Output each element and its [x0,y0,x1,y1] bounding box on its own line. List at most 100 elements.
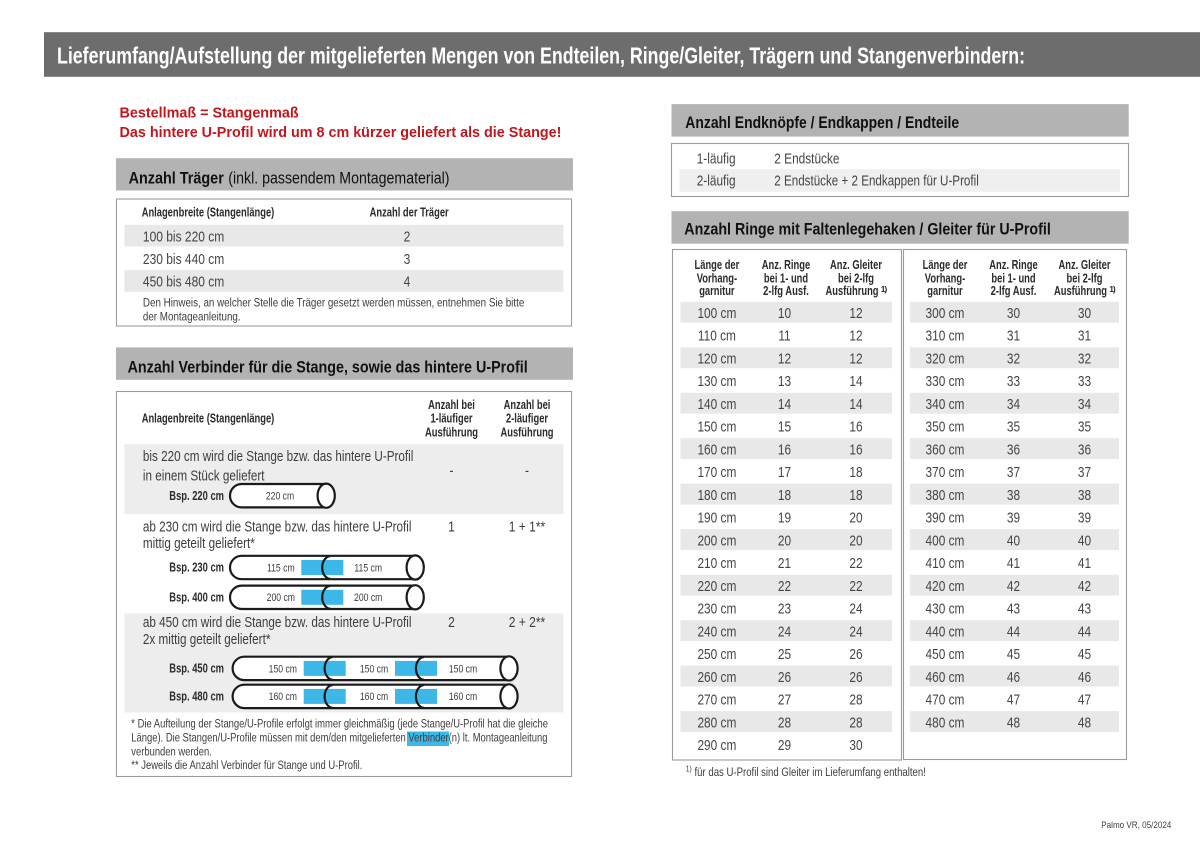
svg-text:340 cm: 340 cm [926,396,965,413]
svg-text:Anlagenbreite (Stangenlänge): Anlagenbreite (Stangenlänge) [142,204,275,219]
svg-text:24: 24 [778,623,791,640]
svg-text:40: 40 [1007,532,1020,549]
svg-text:Bsp. 230 cm: Bsp. 230 cm [169,561,224,575]
svg-text:26: 26 [849,646,862,663]
svg-text:380 cm: 380 cm [926,487,965,504]
svg-text:Anzahl Ringe mit Faltenlegehak: Anzahl Ringe mit Faltenlegehaken / Gleit… [684,220,1051,239]
svg-text:Das hintere U-Profil wird um 8: Das hintere U-Profil wird um 8 cm kürzer… [120,125,562,141]
svg-text:Anz. Gleiter: Anz. Gleiter [830,257,882,272]
svg-text:350 cm: 350 cm [926,419,965,436]
svg-text:37: 37 [1078,464,1091,481]
svg-text:12: 12 [778,351,791,368]
svg-text:180 cm: 180 cm [697,487,736,504]
svg-text:14: 14 [849,396,862,413]
svg-text:bei 2-lfg: bei 2-lfg [1067,270,1103,285]
svg-text:garnitur: garnitur [927,283,962,298]
svg-text:120 cm: 120 cm [697,351,736,368]
svg-text:Vorhang-: Vorhang- [697,270,737,285]
svg-text:370 cm: 370 cm [926,464,965,481]
svg-text:31: 31 [1007,328,1020,345]
svg-text:48: 48 [1007,714,1020,731]
svg-text:Anzahl bei: Anzahl bei [504,397,551,412]
svg-text:200 cm: 200 cm [697,532,736,549]
svg-text:3: 3 [404,251,411,268]
svg-text:Bsp. 220 cm: Bsp. 220 cm [169,489,224,503]
svg-text:Ausführung: Ausführung [826,283,879,298]
svg-text:35: 35 [1078,419,1091,436]
svg-text:390 cm: 390 cm [926,510,965,527]
svg-text:2-läufig: 2-läufig [697,173,736,190]
svg-text:mittig geteilt geliefert*: mittig geteilt geliefert* [143,535,255,552]
svg-text:240 cm: 240 cm [697,623,736,640]
svg-text:470 cm: 470 cm [926,692,965,709]
svg-text:35: 35 [1007,419,1020,436]
svg-text:32: 32 [1078,351,1091,368]
svg-text:44: 44 [1078,623,1091,640]
svg-text:320 cm: 320 cm [926,351,965,368]
svg-text:Ausführung: Ausführung [1054,283,1107,298]
svg-text:10: 10 [778,305,791,322]
svg-text:12: 12 [849,351,862,368]
svg-text:30: 30 [1078,305,1091,322]
svg-text:in einem Stück geliefert: in einem Stück geliefert [143,467,265,484]
svg-text:110 cm: 110 cm [698,328,736,345]
svg-text:16: 16 [849,441,862,458]
svg-text:42: 42 [1007,578,1020,595]
svg-text:43: 43 [1078,601,1091,618]
svg-text:12: 12 [849,328,862,345]
svg-text:160 cm: 160 cm [360,691,388,703]
svg-text:15: 15 [778,419,791,436]
svg-text:Lieferumfang/Aufstellung der m: Lieferumfang/Aufstellung der mitgeliefer… [57,42,1025,68]
svg-text:42: 42 [1078,578,1091,595]
svg-text:** Jeweils die Anzahl Verbinde: ** Jeweils die Anzahl Verbinder für Stan… [131,758,362,772]
svg-text:20: 20 [778,532,791,549]
svg-text:39: 39 [1078,510,1091,527]
svg-text:22: 22 [849,555,862,572]
svg-text:30: 30 [849,737,862,754]
svg-text:480 cm: 480 cm [926,714,965,731]
svg-text:160 cm: 160 cm [269,691,297,703]
svg-text:46: 46 [1007,669,1020,686]
svg-text:11: 11 [778,328,790,345]
svg-text:200 cm: 200 cm [354,592,382,604]
svg-text:Länge der: Länge der [923,257,968,272]
svg-text:2: 2 [404,228,411,245]
svg-text:Anz. Gleiter: Anz. Gleiter [1059,257,1111,272]
svg-text:47: 47 [1078,692,1091,709]
svg-text:ab 230 cm wird die Stange bzw.: ab 230 cm wird die Stange bzw. das hinte… [143,518,412,535]
svg-text:36: 36 [1007,441,1020,458]
svg-text:46: 46 [1078,669,1091,686]
svg-text:1): 1) [1109,284,1116,294]
svg-text:Den Hinweis, an welcher Stelle: Den Hinweis, an welcher Stelle die Träge… [143,296,525,310]
svg-text:Anz. Ringe: Anz. Ringe [762,257,810,272]
svg-text:23: 23 [778,601,791,618]
svg-text:17: 17 [778,464,791,481]
svg-text:bei 1- und: bei 1- und [991,270,1035,285]
svg-text:460 cm: 460 cm [926,669,965,686]
svg-text:20: 20 [849,532,862,549]
svg-text:Anzahl Verbinder für die Stang: Anzahl Verbinder für die Stange, sowie d… [128,358,528,377]
svg-text:37: 37 [1007,464,1020,481]
svg-text:450 cm: 450 cm [926,646,965,663]
svg-text:Bsp. 400 cm: Bsp. 400 cm [169,590,224,604]
svg-text:2-läufiger: 2-läufiger [506,411,548,426]
svg-text:29: 29 [778,737,791,754]
svg-text:Länge). Die Stangen/U-Profile: Länge). Die Stangen/U-Profile müssen mit… [131,731,547,745]
svg-text:200 cm: 200 cm [267,592,295,604]
svg-text:260 cm: 260 cm [697,669,736,686]
svg-text:bis 220 cm wird die Stange bzw: bis 220 cm wird die Stange bzw. das hint… [143,448,414,465]
svg-text:1): 1) [881,284,888,294]
svg-text:1 + 1**: 1 + 1** [509,518,546,535]
svg-text:26: 26 [849,669,862,686]
svg-text:22: 22 [778,578,791,595]
svg-text:1-läufiger: 1-läufiger [430,411,472,426]
svg-text:130 cm: 130 cm [697,373,736,390]
svg-text:1-läufig: 1-läufig [697,150,736,167]
svg-text:440 cm: 440 cm [926,623,965,640]
svg-text:33: 33 [1007,373,1020,390]
svg-text:1): 1) [686,764,692,774]
svg-text:-: - [450,463,454,480]
svg-text:Bsp. 480 cm: Bsp. 480 cm [169,690,224,704]
svg-text:160 cm: 160 cm [697,441,736,458]
svg-text:Anzahl Endknöpfe / Endkappen /: Anzahl Endknöpfe / Endkappen / Endteile [685,113,959,132]
